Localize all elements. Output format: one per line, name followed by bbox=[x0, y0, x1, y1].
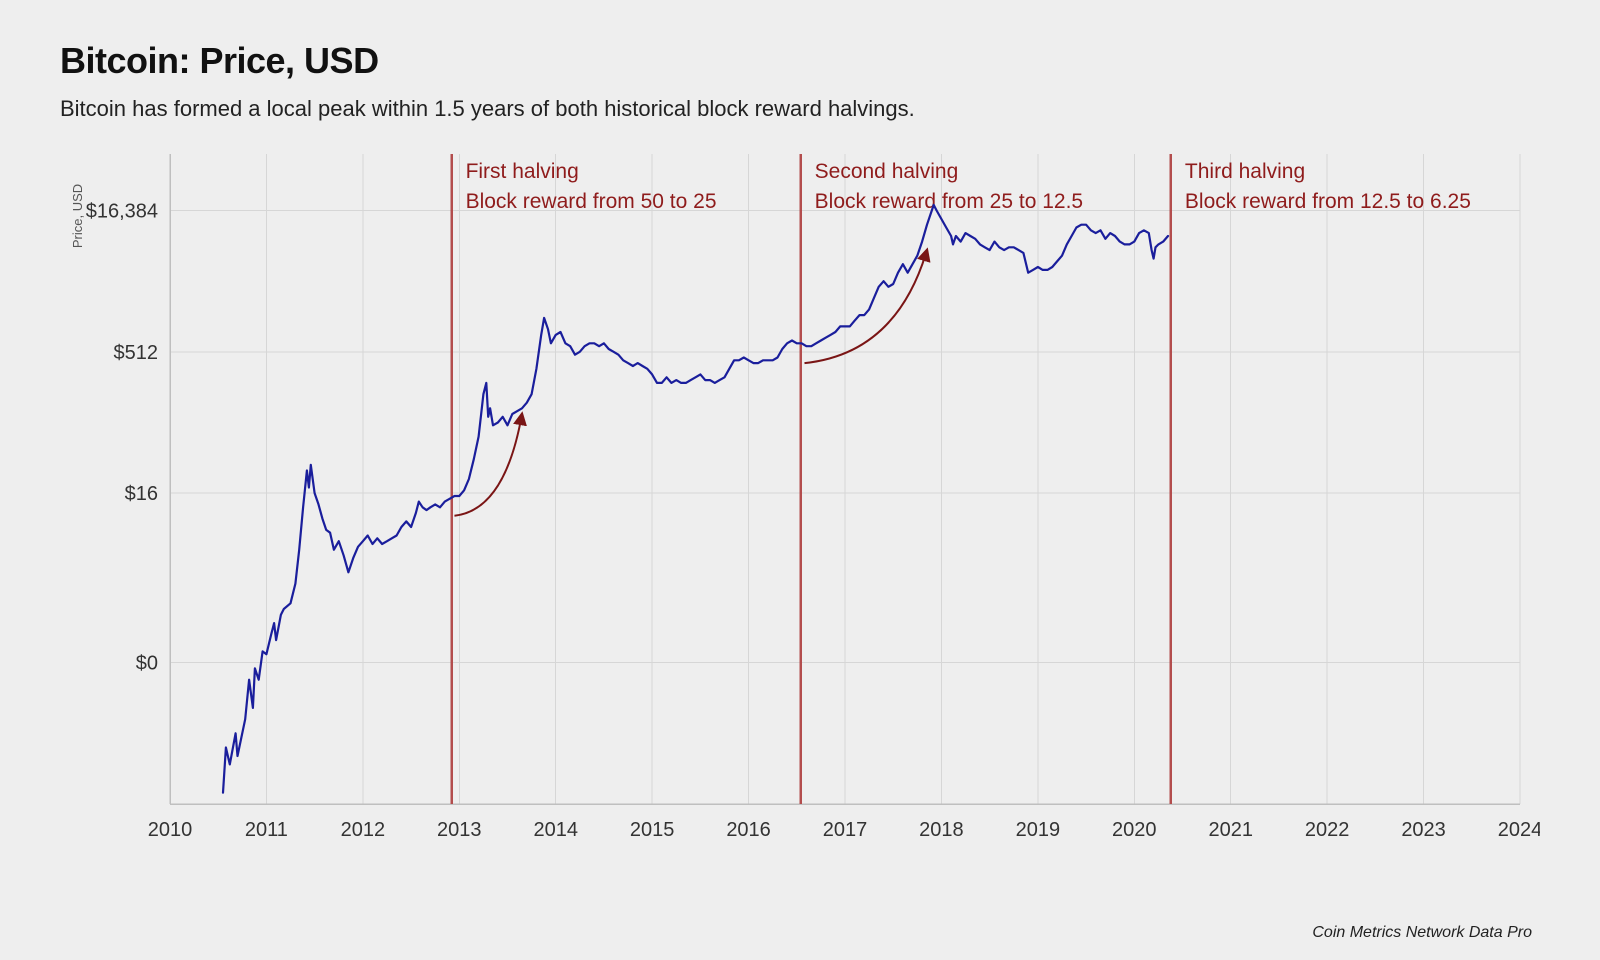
halving-annotation: First halving Block reward from 50 to 25 bbox=[466, 160, 717, 213]
halving-annotation: Second halving Block reward from 25 to 12… bbox=[815, 160, 1083, 213]
x-tick-label: 2017 bbox=[823, 819, 868, 841]
x-tick-label: 2013 bbox=[437, 819, 482, 841]
halving-annotation-line: Block reward from 50 to 25 bbox=[466, 190, 717, 213]
x-tick-label: 2024 bbox=[1498, 819, 1540, 841]
x-ticks: 2010 2011 2012 2013 2014 2015 2016 2017 2018 2019… bbox=[148, 819, 1540, 841]
chart-page: Bitcoin: Price, USD Bitcoin has formed a… bbox=[0, 0, 1600, 960]
chart-title: Bitcoin: Price, USD bbox=[60, 40, 1540, 82]
x-tick-label: 2015 bbox=[630, 819, 675, 841]
x-tick-label: 2010 bbox=[148, 819, 193, 841]
x-tick-label: 2019 bbox=[1016, 819, 1061, 841]
x-tick-label: 2016 bbox=[726, 819, 771, 841]
x-tick-label: 2012 bbox=[341, 819, 386, 841]
halving-annotation-line: Third halving bbox=[1185, 160, 1305, 183]
halving-annotation: Third halving Block reward from 12.5 to 6… bbox=[1185, 160, 1471, 213]
y-tick-label: $0 bbox=[136, 653, 158, 675]
x-tick-label: 2021 bbox=[1208, 819, 1253, 841]
x-tick-label: 2022 bbox=[1305, 819, 1350, 841]
halving-annotation-line: Block reward from 12.5 to 6.25 bbox=[1185, 190, 1471, 213]
halving-annotation-line: Block reward from 25 to 12.5 bbox=[815, 190, 1083, 213]
halving-annotation-line: Second halving bbox=[815, 160, 959, 183]
price-chart-svg: $0$16$512$16,384Price, USD20102011201220… bbox=[60, 144, 1540, 864]
arrow-icon bbox=[805, 250, 927, 363]
y-tick-label: $16 bbox=[125, 483, 158, 505]
chart-subtitle: Bitcoin has formed a local peak within 1… bbox=[60, 96, 1540, 122]
x-tick-label: 2014 bbox=[533, 819, 578, 841]
x-tick-label: 2018 bbox=[919, 819, 964, 841]
y-axis-label: Price, USD bbox=[70, 184, 85, 248]
y-tick-label: $16,384 bbox=[86, 201, 158, 223]
chart-container: $0$16$512$16,384Price, USD20102011201220… bbox=[60, 144, 1540, 864]
halving-annotation-line: First halving bbox=[466, 160, 579, 183]
attribution-text: Coin Metrics Network Data Pro bbox=[1312, 924, 1532, 942]
x-tick-label: 2020 bbox=[1112, 819, 1157, 841]
y-ticks: $0 $16 $512 $16,384 bbox=[86, 201, 158, 675]
grid bbox=[170, 154, 1520, 804]
price-series-line bbox=[223, 205, 1168, 793]
arrow-icon bbox=[454, 414, 522, 516]
y-tick-label: $512 bbox=[114, 342, 159, 364]
x-tick-label: 2023 bbox=[1401, 819, 1446, 841]
x-tick-label: 2011 bbox=[245, 819, 288, 841]
